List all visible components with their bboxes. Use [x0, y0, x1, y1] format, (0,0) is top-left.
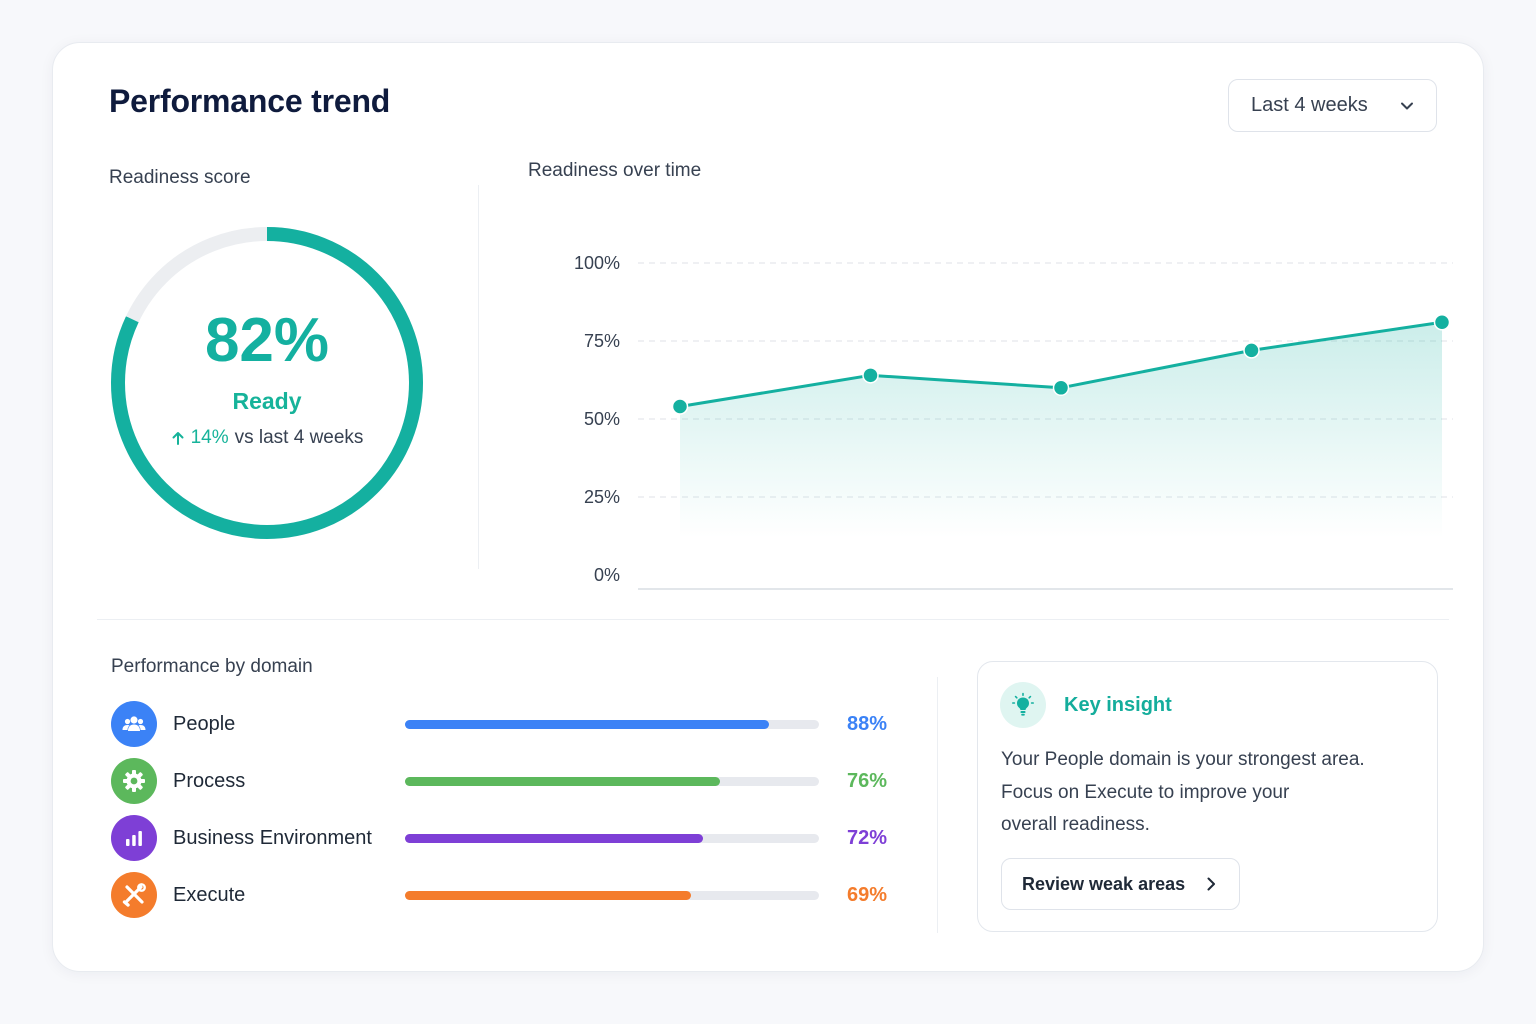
insight-line: Focus on Execute to improve your — [1001, 781, 1290, 803]
chart-title: Readiness over time — [528, 160, 702, 181]
domain-bar-fill — [405, 776, 720, 786]
delta-up: 14% — [171, 427, 229, 449]
y-tick-label: 25% — [584, 487, 620, 507]
domain-bar-fill — [405, 890, 691, 900]
data-point — [862, 367, 879, 384]
tools-icon — [111, 872, 157, 918]
delta-value: 14% — [190, 426, 229, 448]
review-weak-areas-button[interactable]: Review weak areas — [1001, 858, 1240, 910]
gear-icon — [111, 758, 157, 804]
domain-name: Business Environment — [173, 826, 372, 849]
y-tick-label: 50% — [584, 409, 620, 429]
readiness-ring-graphic — [111, 227, 423, 539]
domain-percent: 72% — [846, 826, 887, 849]
readiness-ring: 82% Ready 14% vs last 4 weeks — [109, 225, 425, 541]
readiness-center: 82% Ready 14% vs last 4 weeks — [109, 225, 425, 541]
vertical-divider — [478, 185, 479, 569]
data-point — [671, 398, 689, 415]
domain-percent: 88% — [846, 712, 887, 735]
readiness-value: 82% — [204, 305, 330, 375]
chevron-down-icon — [1401, 102, 1413, 110]
insight-text: Your People domain is your strongest are… — [1001, 744, 1411, 842]
date-range-dropdown[interactable]: Last 4 weeks — [1228, 79, 1437, 132]
domain-name: Execute — [173, 883, 246, 906]
domain-name: Process — [173, 769, 246, 792]
domain-row-business-environment: Business Environment 72% — [111, 815, 891, 861]
domain-bar-track — [405, 890, 819, 900]
readiness-delta: 14% vs last 4 weeks — [171, 426, 364, 449]
vertical-divider — [937, 677, 938, 933]
y-tick-label: 75% — [584, 331, 620, 351]
insight-card: Key insight Your People domain is your s… — [977, 661, 1438, 932]
people-icon — [111, 701, 157, 747]
chevron-right-icon — [1207, 877, 1215, 891]
domain-bar-track — [405, 833, 819, 843]
data-point — [1052, 379, 1070, 397]
insight-line: Your People domain is your strongest are… — [1001, 749, 1365, 770]
delta-text: vs last 4 weeks — [234, 426, 364, 448]
domain-name: People — [173, 712, 236, 735]
domain-row-execute: Execute 69% — [111, 872, 891, 918]
chart-area — [680, 322, 1442, 538]
readiness-score-label: Readiness score — [109, 167, 251, 188]
review-button-label: Review weak areas — [1022, 873, 1186, 894]
horizontal-divider — [97, 619, 1449, 620]
readiness-status: Ready — [232, 387, 302, 414]
readiness-trend-chart: 100%75%50%25%0% Apr 13Apr 20Apr 27May 4M… — [574, 253, 1453, 590]
y-tick-label: 100% — [574, 253, 620, 273]
domain-row-process: Process 76% — [111, 758, 891, 804]
date-range-value: Last 4 weeks — [1251, 94, 1368, 116]
domain-section-label: Performance by domain — [111, 656, 313, 677]
domain-bar-fill — [405, 719, 770, 729]
insight-title: Key insight — [1064, 694, 1172, 716]
data-point — [1243, 342, 1260, 359]
arrow-up-icon — [172, 431, 184, 445]
insight-line: overall readiness. — [1001, 814, 1150, 835]
domain-bar-track — [405, 719, 819, 729]
domain-percent: 69% — [846, 883, 887, 906]
page-title: Performance trend — [109, 83, 391, 119]
domain-row-people: People 88% — [111, 701, 891, 747]
data-point — [1433, 314, 1451, 331]
y-tick-label: 0% — [594, 565, 620, 585]
bar-chart-icon — [111, 815, 157, 861]
domain-bar-fill — [405, 833, 704, 843]
domain-percent: 76% — [846, 769, 887, 792]
ring-progress — [111, 227, 423, 539]
lightbulb-icon — [1000, 682, 1046, 728]
performance-card: Performance trend Last 4 weeks Readiness… — [52, 42, 1484, 972]
domain-bar-track — [405, 776, 819, 786]
